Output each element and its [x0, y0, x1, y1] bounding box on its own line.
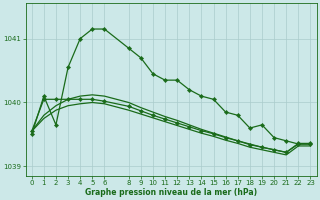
X-axis label: Graphe pression niveau de la mer (hPa): Graphe pression niveau de la mer (hPa)	[85, 188, 257, 197]
